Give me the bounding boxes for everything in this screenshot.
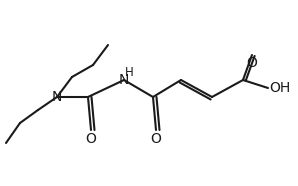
Text: H: H xyxy=(125,65,134,78)
Text: O: O xyxy=(86,132,97,146)
Text: N: N xyxy=(119,73,129,87)
Text: OH: OH xyxy=(269,81,291,95)
Text: O: O xyxy=(246,56,257,70)
Text: N: N xyxy=(52,90,62,104)
Text: O: O xyxy=(150,132,162,146)
